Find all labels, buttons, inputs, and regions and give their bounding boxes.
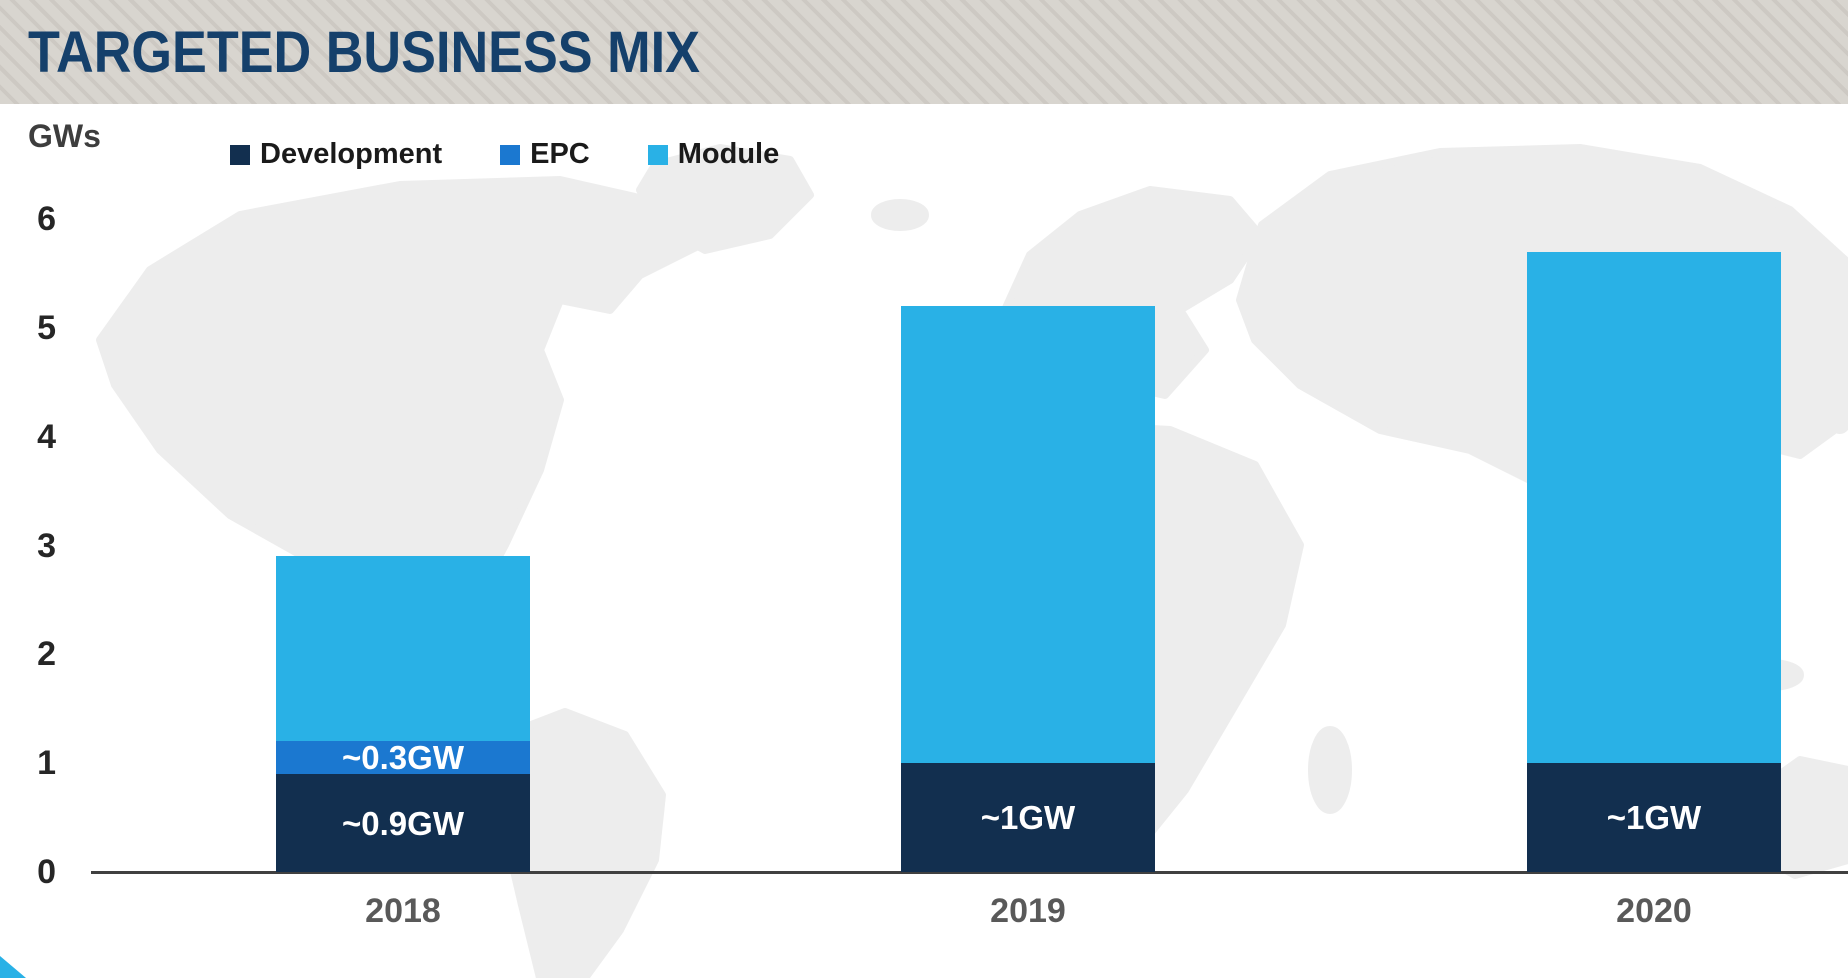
segment-value-label: ~1GW [980, 799, 1076, 837]
bar-segment-module-2019 [901, 306, 1155, 764]
segment-value-label: ~0.3GW [342, 739, 464, 777]
legend-label: Development [260, 138, 443, 170]
module-swatch-icon [647, 144, 668, 165]
development-swatch-icon [230, 144, 250, 165]
page-title: TARGETED BUSINESS MIX [28, 19, 700, 85]
y-axis-tick-label: 6 [37, 200, 56, 239]
legend-label: Module [677, 138, 780, 170]
y-axis-tick-label: 5 [37, 309, 56, 347]
legend-item-module: Module [647, 138, 780, 171]
y-axis-tick-label: 3 [37, 526, 56, 565]
slide-header: TARGETED BUSINESS MIX [0, 0, 1848, 104]
segment-value-label: ~1GW [1606, 799, 1702, 837]
bar-segment-epc-2018: ~0.3GW [276, 741, 530, 774]
bar-segment-development-2019: ~1GW [901, 763, 1155, 872]
segment-value-label: ~0.9GW [342, 804, 464, 842]
legend-item-development: Development [230, 138, 442, 171]
x-axis-category-label: 2020 [1616, 892, 1692, 930]
x-axis-line [91, 871, 1848, 874]
y-axis-unit-label: GWs [28, 118, 101, 154]
epc-swatch-icon [500, 144, 521, 165]
y-axis-tick-label: 2 [37, 635, 56, 674]
bar-segment-module-2020 [1527, 251, 1781, 764]
bar-segment-module-2018 [276, 556, 530, 742]
legend-item-epc: EPC [500, 138, 590, 171]
bar-segment-development-2020: ~1GW [1527, 763, 1781, 872]
y-axis-tick-label: 1 [37, 744, 56, 783]
y-axis-tick-label: 4 [37, 417, 56, 456]
x-axis-category-label: 2019 [990, 892, 1066, 930]
y-axis-tick-label: 0 [37, 853, 56, 891]
x-axis-category-label: 2018 [365, 892, 441, 930]
legend-label: EPC [530, 138, 590, 170]
bar-segment-development-2018: ~0.9GW [276, 774, 530, 872]
chart-legend: Development EPC Module [230, 138, 779, 171]
